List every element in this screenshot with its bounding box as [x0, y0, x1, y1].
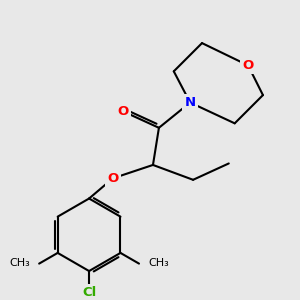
Text: CH₃: CH₃ — [148, 258, 169, 268]
Text: Cl: Cl — [82, 286, 96, 299]
Text: O: O — [107, 172, 118, 185]
Text: CH₃: CH₃ — [10, 258, 30, 268]
Text: O: O — [118, 105, 129, 118]
Text: N: N — [184, 96, 196, 109]
Text: O: O — [242, 59, 254, 72]
